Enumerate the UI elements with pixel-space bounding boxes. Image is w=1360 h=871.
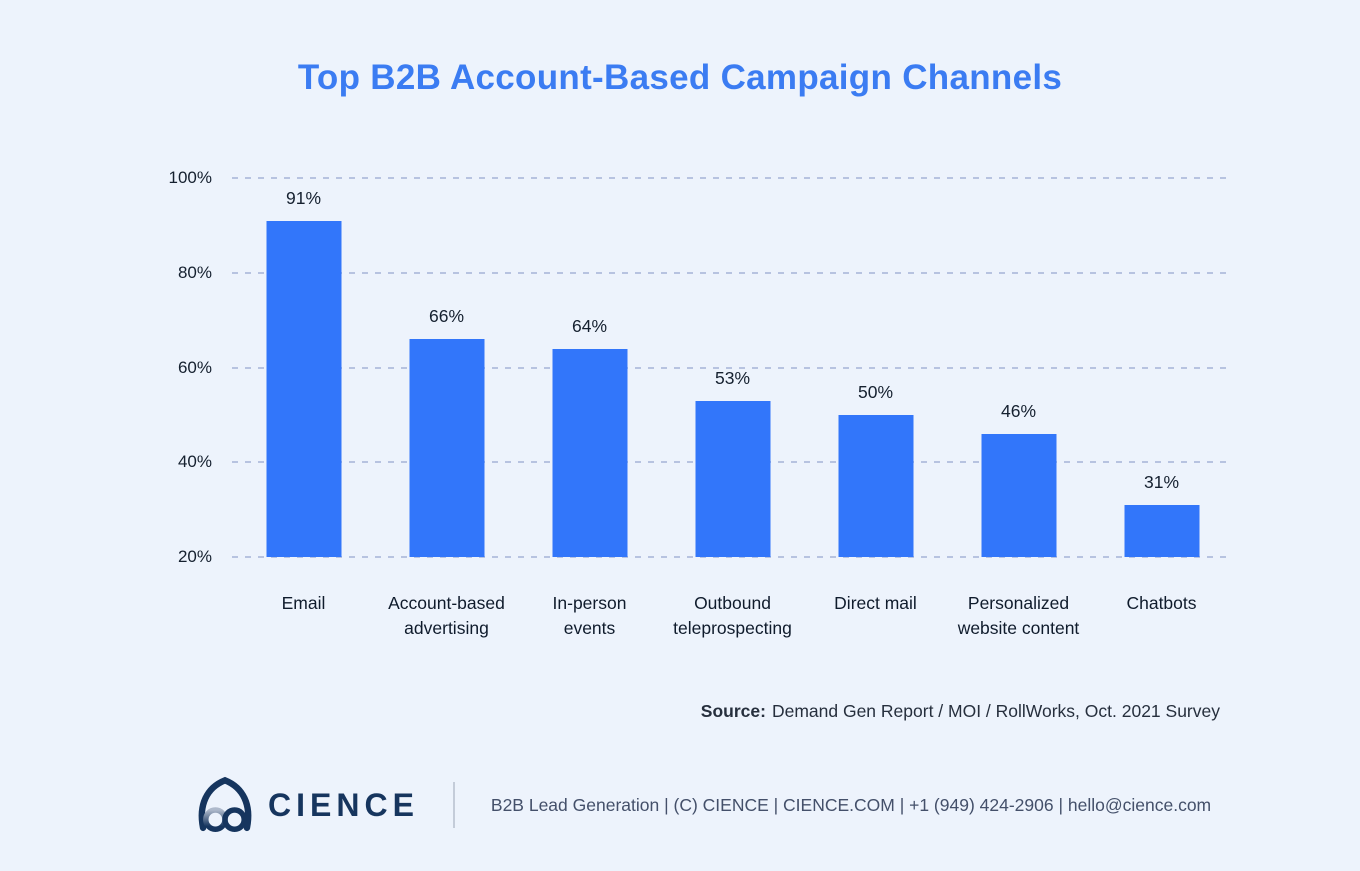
gridline (232, 177, 1233, 179)
category-label: In-person events (552, 593, 627, 638)
source-text: Demand Gen Report / MOI / RollWorks, Oct… (771, 701, 1220, 721)
bar (838, 414, 913, 557)
bar-value-label: 31% (1143, 471, 1180, 492)
chart-column: 91% (232, 178, 375, 557)
footer-divider (452, 782, 455, 828)
chart-column: 50% (804, 178, 947, 557)
source-note: Source: Demand Gen Report / MOI / RollWor… (701, 701, 1220, 722)
chart-column: 66% (375, 178, 518, 557)
gridline (232, 271, 1233, 274)
chart-column: 64% (518, 178, 661, 557)
gridline (232, 556, 1233, 558)
bar (552, 348, 627, 557)
gridline (232, 366, 1233, 369)
bar-value-label: 53% (714, 367, 751, 388)
y-tick-label: 60% (177, 357, 212, 377)
cience-logo-icon (198, 776, 252, 832)
category-label: Outbound teleprospecting (673, 593, 792, 638)
category-label: Account-based advertising (388, 593, 505, 638)
category-label: Chatbots (1126, 593, 1197, 613)
bar (695, 400, 770, 557)
source-label: Source: (700, 701, 766, 721)
bar-value-label: 50% (857, 381, 894, 402)
bar (1124, 504, 1199, 557)
footer-contact-text: B2B Lead Generation | (C) CIENCE | CIENC… (490, 794, 1212, 815)
chart-column: 31% (1090, 178, 1233, 557)
bar-value-label: 91% (285, 187, 322, 208)
y-tick-label: 40% (177, 452, 212, 472)
chart-columns: 91% 66% 64% 53% 50% 46% 31% (232, 178, 1233, 557)
footer: CIENCE B2B Lead Generation | (C) CIENCE … (193, 772, 1211, 838)
plot-area: 91% 66% 64% 53% 50% 46% 31% Email Account-based… (232, 177, 1233, 638)
brand-wordmark: CIENCE (268, 786, 419, 823)
chart-title: Top B2B Account-Based Campaign Channels (297, 58, 1063, 97)
bar-value-label: 64% (571, 315, 608, 336)
y-tick-label: 80% (177, 262, 212, 282)
category-label: Email (281, 593, 326, 613)
bar (266, 220, 341, 557)
y-tick-label: 20% (177, 547, 212, 566)
bar-value-label: 66% (428, 306, 465, 327)
bar (981, 433, 1056, 557)
y-tick-label: 100% (168, 168, 212, 187)
category-label: Direct mail (834, 593, 917, 613)
bar (409, 339, 484, 557)
chart-column: 53% (661, 178, 804, 557)
category-row: Email Account-based advertising In-person ev… (232, 591, 1233, 641)
chart-column: 46% (947, 178, 1090, 557)
bar-value-label: 46% (1000, 400, 1037, 421)
y-axis: 100% 80% 60% 40% 20% (100, 168, 212, 566)
category-label: Personalized website content (957, 593, 1080, 638)
